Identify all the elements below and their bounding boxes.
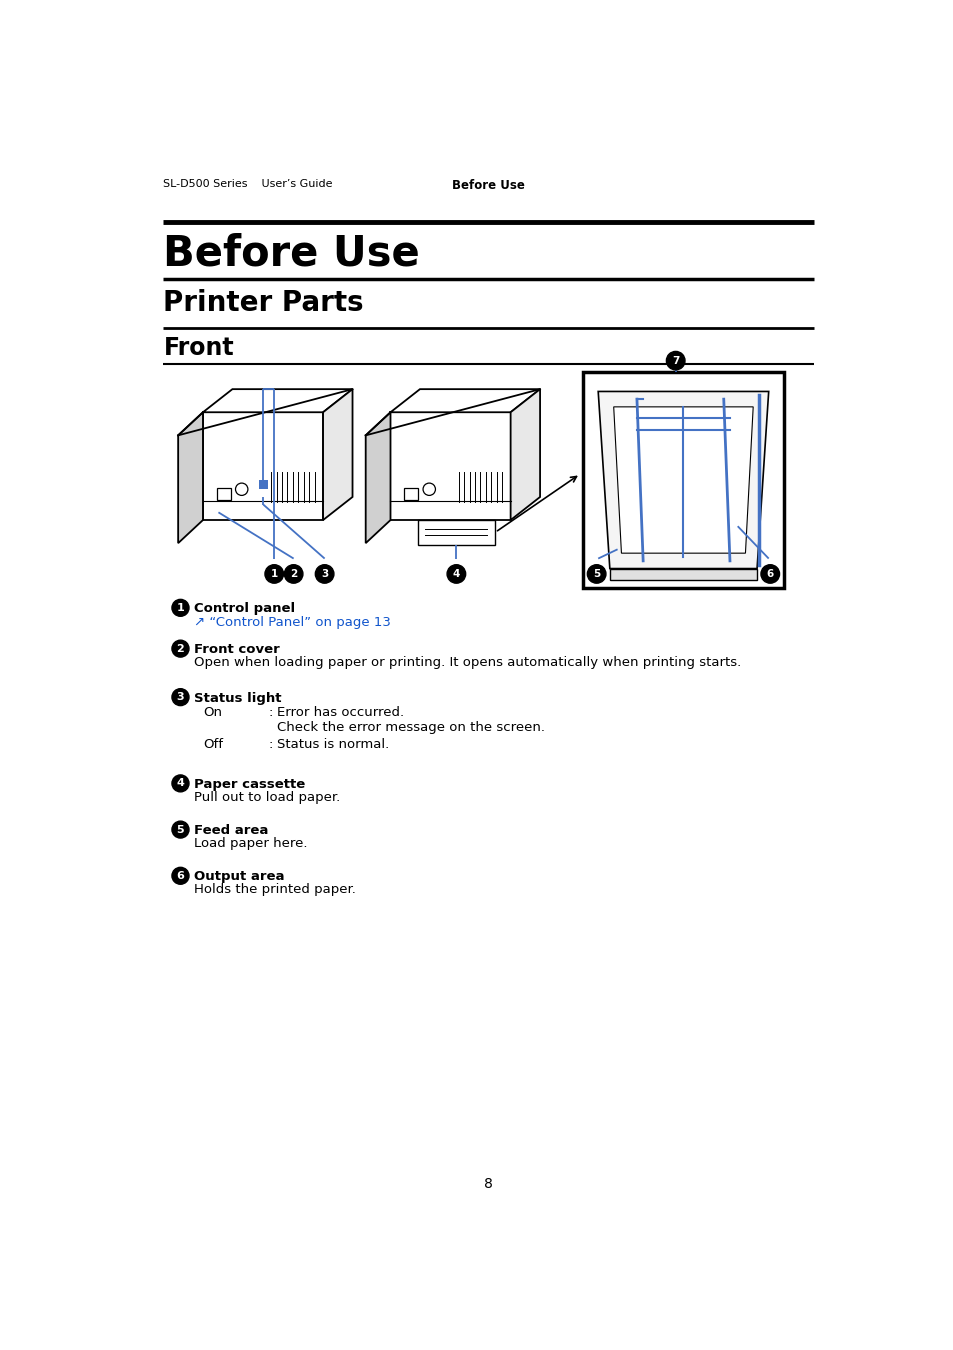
Polygon shape xyxy=(598,392,768,568)
Circle shape xyxy=(760,564,779,583)
Text: Check the error message on the screen.: Check the error message on the screen. xyxy=(276,721,544,734)
Circle shape xyxy=(172,775,189,792)
Polygon shape xyxy=(613,406,753,554)
Circle shape xyxy=(284,564,303,583)
Circle shape xyxy=(172,599,189,617)
Text: Paper cassette: Paper cassette xyxy=(194,778,305,791)
Text: 4: 4 xyxy=(176,779,184,788)
Circle shape xyxy=(315,564,334,583)
Text: 4: 4 xyxy=(453,568,459,579)
Text: ↗ “Control Panel” on page 13: ↗ “Control Panel” on page 13 xyxy=(194,616,391,629)
Text: 1: 1 xyxy=(271,568,277,579)
Polygon shape xyxy=(390,389,539,412)
Text: Output area: Output area xyxy=(194,871,285,883)
Bar xyxy=(203,412,323,520)
Bar xyxy=(582,373,783,587)
Circle shape xyxy=(265,564,283,583)
Text: 2: 2 xyxy=(176,644,184,653)
Polygon shape xyxy=(203,389,353,412)
Circle shape xyxy=(172,640,189,657)
Text: 5: 5 xyxy=(176,825,184,834)
Text: Holds the printed paper.: Holds the printed paper. xyxy=(194,883,355,896)
Text: 6: 6 xyxy=(176,871,184,880)
Text: Control panel: Control panel xyxy=(194,602,295,616)
Text: 8: 8 xyxy=(484,1177,493,1191)
Text: 3: 3 xyxy=(320,568,328,579)
Text: Load paper here.: Load paper here. xyxy=(194,837,308,850)
Polygon shape xyxy=(609,568,757,580)
Text: :: : xyxy=(268,738,273,751)
Text: 7: 7 xyxy=(671,355,679,366)
Circle shape xyxy=(447,564,465,583)
Text: Before Use: Before Use xyxy=(163,232,419,275)
Text: Status light: Status light xyxy=(194,691,282,705)
Text: Status is normal.: Status is normal. xyxy=(276,738,389,751)
Text: Front cover: Front cover xyxy=(194,643,280,656)
Bar xyxy=(258,481,268,489)
Text: 2: 2 xyxy=(290,568,297,579)
Text: Printer Parts: Printer Parts xyxy=(163,289,364,317)
Polygon shape xyxy=(178,412,203,543)
Text: Feed area: Feed area xyxy=(194,825,269,837)
Text: 5: 5 xyxy=(593,568,599,579)
Bar xyxy=(417,520,495,544)
Circle shape xyxy=(172,821,189,838)
Text: Before Use: Before Use xyxy=(452,180,525,192)
Bar xyxy=(390,412,510,520)
Polygon shape xyxy=(323,389,353,520)
Text: 3: 3 xyxy=(176,693,184,702)
Bar xyxy=(404,487,418,500)
Text: Pull out to load paper.: Pull out to load paper. xyxy=(194,791,340,805)
Text: 6: 6 xyxy=(766,568,773,579)
Text: :: : xyxy=(268,706,273,720)
Circle shape xyxy=(172,688,189,706)
Text: On: On xyxy=(204,706,222,720)
Text: SL-D500 Series    User’s Guide: SL-D500 Series User’s Guide xyxy=(163,180,333,189)
Polygon shape xyxy=(365,412,390,543)
Circle shape xyxy=(172,867,189,884)
Polygon shape xyxy=(510,389,539,520)
Text: Open when loading paper or printing. It opens automatically when printing starts: Open when loading paper or printing. It … xyxy=(194,656,740,670)
Text: Error has occurred.: Error has occurred. xyxy=(276,706,403,720)
Bar xyxy=(216,487,231,500)
Text: Off: Off xyxy=(204,738,224,751)
Text: 1: 1 xyxy=(176,603,184,613)
Circle shape xyxy=(666,351,684,370)
Text: Front: Front xyxy=(163,336,233,360)
Circle shape xyxy=(587,564,605,583)
